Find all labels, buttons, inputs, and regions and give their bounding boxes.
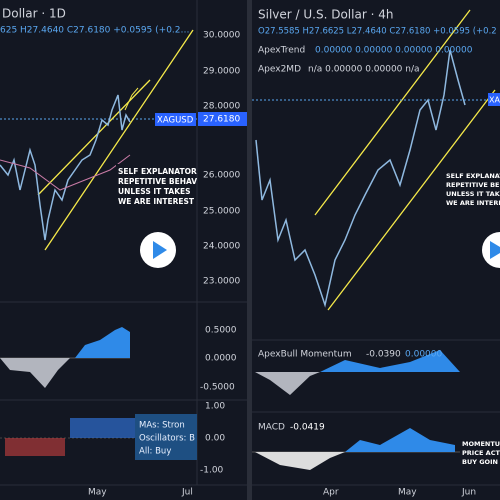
price-tick: 24.0000 [203, 242, 240, 252]
rating-line: Oscillators: B [139, 434, 195, 444]
annotation-line: UNLESS IT TAKES [118, 187, 191, 196]
price-tick: 30.0000 [203, 31, 240, 41]
symbol-label-box [488, 93, 500, 106]
macd-negative [255, 452, 345, 470]
rating-positive [70, 418, 135, 438]
symbol-label: XAGUSD [157, 116, 194, 126]
chart-title: Dollar · 1D [2, 7, 66, 21]
momentum-negative [255, 372, 320, 395]
play-icon[interactable] [490, 241, 500, 259]
symbol-label: XA [489, 96, 500, 105]
annotation-box [116, 164, 196, 208]
x-tick: May [88, 488, 107, 498]
play-icon[interactable] [153, 241, 167, 259]
ohlc: O27.5585 H27.6625 L27.4640 C27.6180 +0.0… [258, 27, 497, 37]
annotation-line: WE ARE INTEREST [118, 197, 195, 206]
play-button[interactable] [140, 232, 176, 268]
osc-tick: -0.5000 [200, 383, 235, 393]
price-tick: 23.0000 [203, 277, 240, 287]
moving-average [0, 154, 131, 191]
rating-negative [5, 438, 65, 456]
indicator-name: Apex2MD [258, 65, 301, 75]
price-tick: 25.0000 [203, 207, 240, 217]
oscillator-positive [75, 327, 130, 358]
rating-tick: 0.00 [205, 434, 225, 444]
rating-tick: -1.00 [200, 466, 224, 476]
price-series [255, 49, 466, 308]
indicator-name: ApexBull Momentum [258, 350, 352, 360]
macd-positive [345, 428, 455, 452]
indicator-value: -0.0419 [290, 423, 325, 433]
annotation-box [460, 438, 500, 468]
price-tick: 26.0000 [203, 171, 240, 181]
oscillator-negative [0, 358, 70, 388]
channel-line [314, 9, 471, 216]
annotation-line: REPETITIVE BEHA [446, 181, 500, 189]
annotation-line: REPETITIVE BEHAV [118, 177, 197, 186]
play-button[interactable] [482, 232, 500, 268]
last-price: 27.6180 [203, 115, 240, 125]
indicator-value: 0.00000 [405, 350, 442, 360]
annotation-line: BUY GOIN [462, 458, 498, 466]
annotation-line: SELF EXPLANATOR [118, 167, 197, 176]
channel-line [44, 29, 194, 251]
x-tick: Jul [181, 488, 193, 498]
indicator-values: 0.00000 0.00000 0.00000 0.00000 [315, 46, 473, 56]
ohlc: 625 H27.4640 C27.6180 +0.0595 (+0.2… [0, 26, 190, 36]
indicator-name: ApexTrend [258, 46, 305, 56]
symbol-label-box [155, 113, 196, 126]
chart-title: Silver / U.S. Dollar · 4h [258, 8, 393, 22]
momentum-positive [320, 350, 460, 372]
annotation-line: UNLESS IT TAKES [446, 190, 500, 198]
x-tick: May [398, 488, 417, 498]
channel-line [327, 89, 496, 311]
x-tick: Jun [461, 488, 476, 498]
indicator-value: -0.0390 [366, 350, 401, 360]
rating-line: All: Buy [139, 447, 171, 457]
indicator-name: MACD [258, 423, 285, 433]
osc-tick: 0.5000 [205, 326, 237, 336]
annotation-line: WE ARE INTERES [446, 199, 500, 207]
price-series [0, 94, 131, 241]
channel-line [37, 79, 151, 196]
annotation-box [445, 168, 500, 210]
osc-tick: 0.0000 [205, 354, 237, 364]
x-tick: Apr [323, 488, 339, 498]
indicator-values: n/a 0.00000 0.00000 n/a [308, 65, 420, 75]
price-tick: 28.0000 [203, 102, 240, 112]
price-tick: 29.0000 [203, 67, 240, 77]
projection-arrow [124, 87, 139, 111]
rating-box [135, 414, 197, 460]
annotation-line: MOMENTU [462, 440, 500, 448]
annotation-line: SELF EXPLANATORY [446, 172, 500, 180]
rating-tick: 1.00 [205, 402, 225, 412]
panel-divider [247, 0, 252, 500]
rating-line: MAs: Stron [139, 421, 185, 431]
annotation-line: PRICE ACT [462, 449, 500, 457]
last-price-box [198, 112, 247, 126]
